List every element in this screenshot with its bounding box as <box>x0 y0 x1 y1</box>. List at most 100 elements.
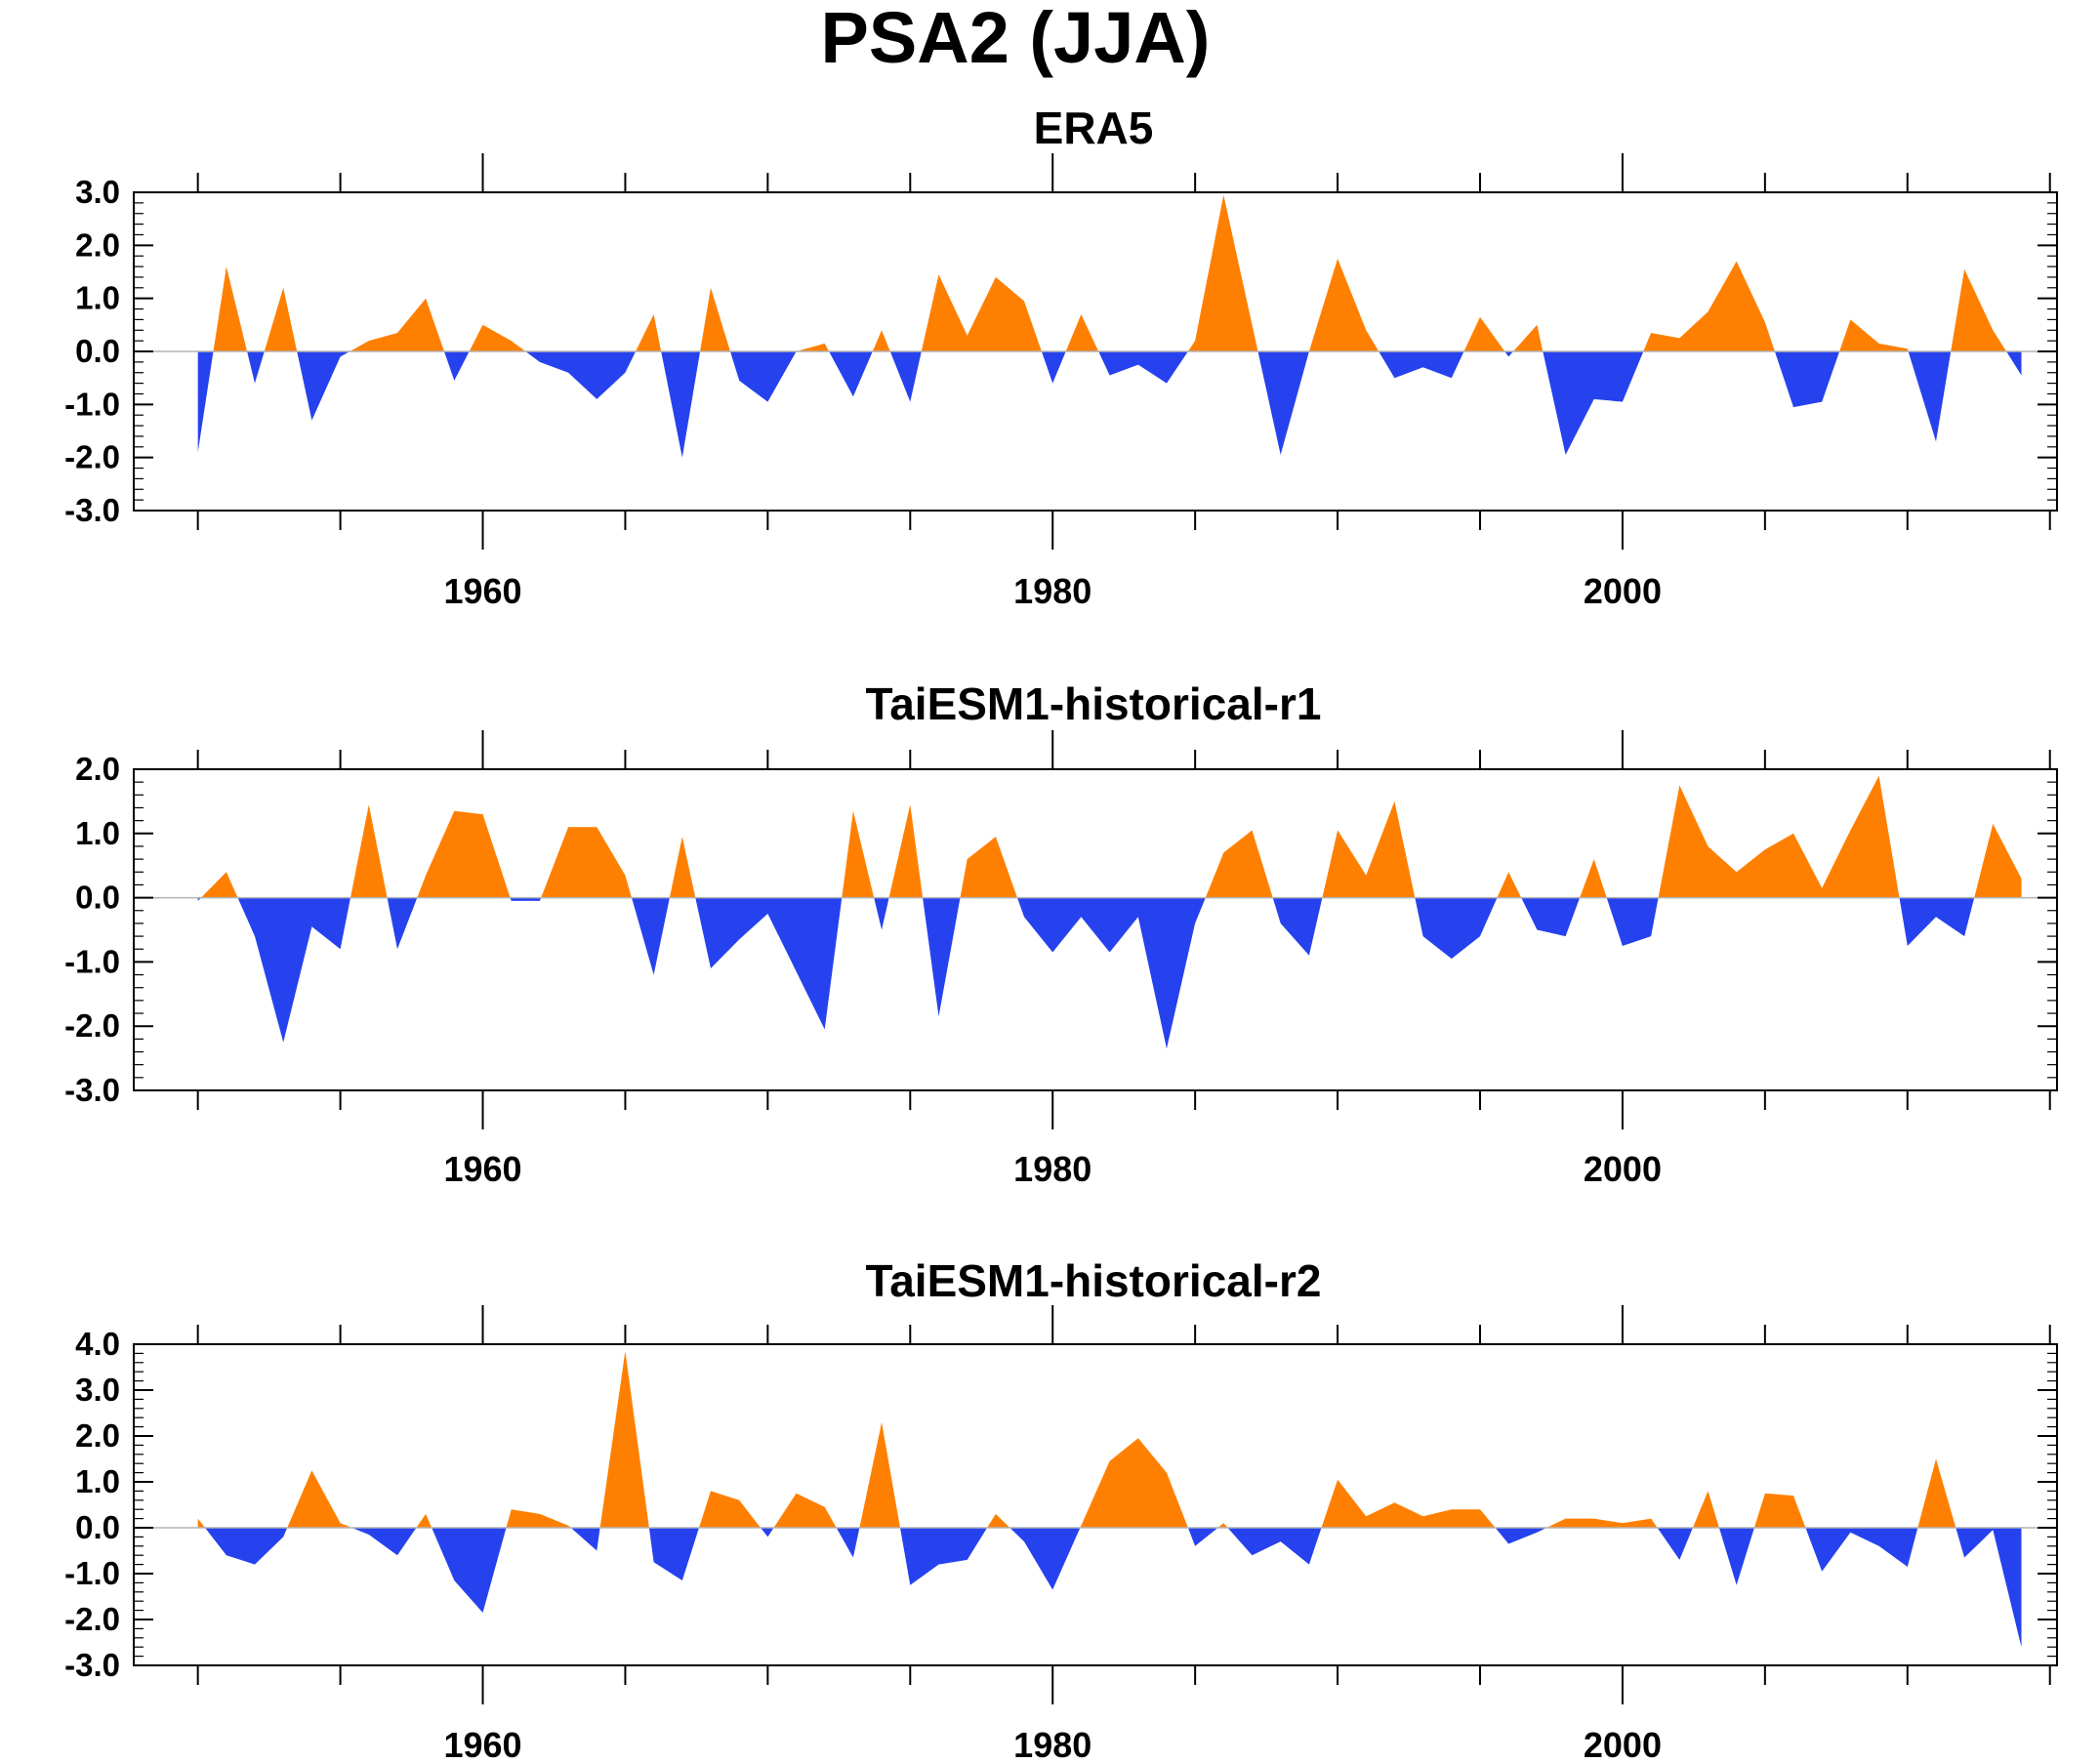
positive-anomaly-area <box>1321 1479 1496 1528</box>
positive-anomaly-area <box>213 266 248 351</box>
xtick-label: 1980 <box>1013 571 1091 611</box>
positive-anomaly-area <box>1463 316 1505 351</box>
negative-anomaly-area <box>1899 897 1975 946</box>
xtick-label: 2000 <box>1584 571 1662 611</box>
negative-anomaly-area <box>874 897 889 930</box>
ytick-label: 2.0 <box>75 1417 120 1454</box>
positive-anomaly-area <box>773 1493 837 1528</box>
positive-anomaly-area <box>636 314 662 351</box>
ytick-label: -3.0 <box>64 492 120 528</box>
positive-anomaly-area <box>1308 258 1379 351</box>
negative-anomaly-area <box>829 351 873 397</box>
ytick-label: -1.0 <box>64 1555 120 1591</box>
positive-anomaly-area <box>1065 314 1099 351</box>
positive-anomaly-area <box>1322 800 1416 898</box>
negative-anomaly-area <box>297 351 350 421</box>
negative-anomaly-area <box>432 1528 507 1613</box>
ytick-label: 3.0 <box>75 1372 120 1408</box>
negative-anomaly-area <box>570 1528 600 1551</box>
negative-anomaly-area <box>197 897 201 901</box>
ytick-label: 0.0 <box>75 333 120 369</box>
negative-anomaly-area <box>237 897 350 1043</box>
ytick-label: 3.0 <box>75 174 120 210</box>
panel-title: ERA5 <box>1034 102 1154 153</box>
negative-anomaly-area <box>1017 897 1206 1049</box>
positive-anomaly-area <box>842 810 875 898</box>
positive-anomaly-area <box>417 810 511 898</box>
positive-anomaly-area <box>921 274 1042 351</box>
positive-anomaly-area <box>1080 1438 1188 1528</box>
positive-anomaly-area <box>350 804 388 898</box>
negative-anomaly-area <box>1521 897 1581 937</box>
ytick-label: 2.0 <box>75 226 120 263</box>
xtick-label: 2000 <box>1584 1149 1662 1189</box>
plot-area: 4.0 3.0 2.0 1.0 0.0 -1.0 -2.0 -3.0 1960 1980 2000 <box>64 1305 2058 1763</box>
ytick-label: 4.0 <box>75 1326 120 1362</box>
xtick-label: 1980 <box>1013 1149 1091 1189</box>
negative-anomaly-area <box>1009 1528 1081 1590</box>
negative-anomaly-area <box>1257 351 1309 455</box>
ytick-label: -2.0 <box>64 1601 120 1637</box>
negative-anomaly-area <box>1543 351 1644 455</box>
positive-anomaly-area <box>1917 1458 1956 1528</box>
positive-anomaly-area <box>987 1513 1010 1528</box>
negative-anomaly-area <box>1098 351 1188 384</box>
positive-anomaly-area <box>1187 194 1258 351</box>
axes-frame <box>133 768 2058 1091</box>
positive-anomaly-area <box>700 287 730 351</box>
positive-anomaly-area <box>197 1518 205 1528</box>
positive-anomaly-area <box>1217 1523 1228 1528</box>
negative-anomaly-area <box>889 351 922 402</box>
positive-anomaly-area <box>506 1509 571 1528</box>
positive-anomaly-area <box>1546 1518 1658 1528</box>
negative-anomaly-area <box>1495 1528 1547 1544</box>
positive-anomaly-area <box>1513 324 1544 351</box>
negative-anomaly-area <box>1415 897 1498 960</box>
negative-anomaly-area <box>648 1528 699 1580</box>
negative-anomaly-area <box>525 351 637 399</box>
xtick-label: 1980 <box>1013 1725 1091 1763</box>
xtick-label: 1960 <box>443 571 521 611</box>
ytick-label: 0.0 <box>75 1509 120 1545</box>
negative-anomaly-area <box>1774 351 1840 408</box>
negative-anomaly-area <box>444 351 470 381</box>
positive-anomaly-area <box>350 298 444 351</box>
positive-anomaly-area <box>1753 1493 1806 1528</box>
positive-anomaly-area <box>888 804 924 898</box>
negative-anomaly-area <box>836 1528 860 1558</box>
negative-anomaly-area <box>1227 1528 1322 1565</box>
figure-title: PSA2 (JJA) <box>821 0 1211 78</box>
positive-anomaly-area <box>859 1421 900 1528</box>
ytick-label: 1.0 <box>75 1463 120 1499</box>
positive-anomaly-area <box>699 1491 762 1528</box>
positive-anomaly-area <box>1497 872 1522 898</box>
negative-anomaly-area <box>661 351 701 458</box>
xtick-label: 1960 <box>443 1725 521 1763</box>
positive-anomaly-area <box>1658 775 1900 898</box>
plot-area: 3.0 2.0 1.0 0.0 -1.0 -2.0 -3.0 1960 1980 2000 <box>64 153 2058 611</box>
negative-anomaly-area <box>205 1528 288 1565</box>
ytick-label: -3.0 <box>64 1647 120 1683</box>
negative-anomaly-area <box>761 1528 774 1538</box>
xtick-label: 2000 <box>1584 1725 1662 1763</box>
negative-anomaly-area <box>1805 1528 1918 1572</box>
positive-anomaly-area <box>1951 268 2007 351</box>
negative-anomaly-area <box>632 897 670 975</box>
negative-anomaly-area <box>510 897 542 901</box>
positive-anomaly-area <box>1839 319 1909 351</box>
negative-anomaly-area <box>197 351 214 453</box>
negative-anomaly-area <box>730 351 797 402</box>
negative-anomaly-area <box>923 897 961 1017</box>
negative-anomaly-area <box>1272 897 1323 956</box>
positive-anomaly-area <box>1580 859 1607 898</box>
negative-anomaly-area <box>1379 351 1464 379</box>
negative-anomaly-area <box>1041 351 1066 384</box>
positive-anomaly-area <box>1692 1491 1719 1528</box>
positive-anomaly-area <box>1974 823 2022 898</box>
positive-anomaly-area <box>264 287 298 351</box>
negative-anomaly-area <box>351 1528 417 1556</box>
negative-anomaly-area <box>247 351 265 384</box>
ytick-label: -3.0 <box>64 1072 120 1108</box>
negative-anomaly-area <box>695 897 843 1030</box>
